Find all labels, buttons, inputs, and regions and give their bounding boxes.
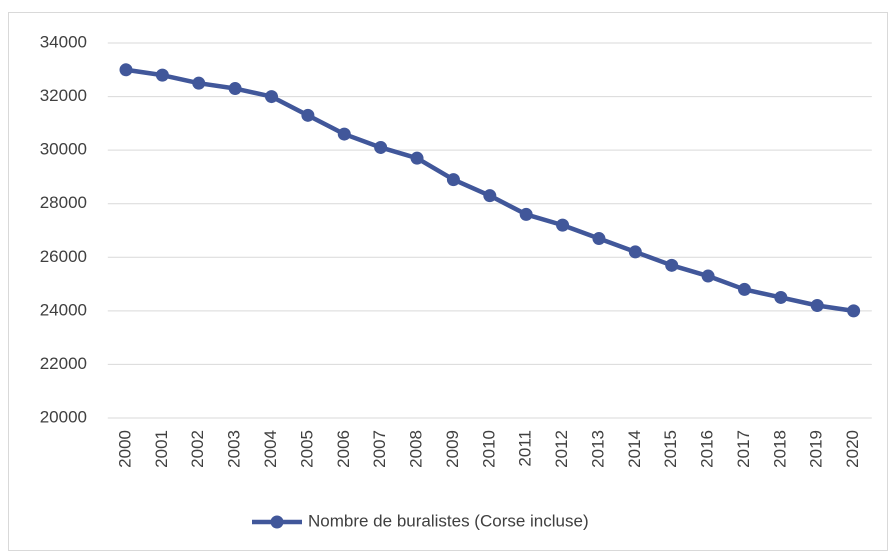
y-tick-label: 26000	[40, 247, 87, 266]
x-tick-label: 2009	[443, 430, 462, 468]
point	[410, 151, 424, 165]
legend-label: Nombre de buralistes (Corse incluse)	[308, 511, 589, 530]
point	[556, 218, 570, 232]
x-tick-label: 2000	[115, 430, 134, 468]
x-tick-label: 2019	[807, 430, 826, 468]
x-tick-label: 2012	[552, 430, 571, 468]
x-tick-label: 2003	[225, 430, 244, 468]
x-tick-label: 2013	[588, 430, 607, 468]
point	[374, 140, 388, 154]
y-tick-label: 28000	[40, 193, 87, 212]
x-tick-label: 2016	[698, 430, 717, 468]
point	[592, 232, 606, 246]
y-tick-label: 22000	[40, 354, 87, 373]
point	[774, 290, 788, 304]
y-tick-label: 32000	[40, 86, 87, 105]
x-tick-label: 2002	[188, 430, 207, 468]
y-tick-label: 30000	[40, 140, 87, 159]
point	[519, 207, 533, 221]
point	[810, 299, 824, 312]
chart-border	[8, 12, 888, 551]
x-tick-label: 2001	[152, 430, 171, 468]
x-tick-label: 2007	[370, 430, 389, 468]
y-tick-label: 24000	[40, 300, 87, 319]
point	[265, 90, 279, 104]
y-tick-label: 20000	[40, 407, 87, 426]
legend-marker	[270, 515, 284, 529]
x-tick-label: 2008	[407, 430, 426, 468]
point	[737, 282, 751, 296]
x-tick-label: 2014	[625, 430, 644, 468]
point	[119, 63, 133, 77]
x-tick-label: 2015	[661, 430, 680, 468]
x-tick-label: 2020	[843, 430, 862, 468]
point	[446, 173, 460, 187]
point	[155, 68, 169, 82]
x-tick-label: 2010	[479, 430, 498, 468]
point	[701, 269, 715, 283]
x-tick-label: 2011	[516, 430, 535, 467]
point	[665, 258, 679, 272]
x-tick-label: 2018	[770, 430, 789, 468]
x-tick-label: 2005	[297, 430, 316, 468]
x-tick-label: 2004	[261, 430, 280, 468]
point	[192, 76, 206, 90]
point	[847, 304, 861, 318]
point	[301, 108, 315, 122]
x-tick-label: 2017	[734, 430, 753, 468]
point	[628, 245, 642, 259]
point	[483, 189, 497, 203]
point	[337, 127, 351, 141]
y-tick-label: 34000	[40, 32, 87, 51]
x-tick-label: 2006	[334, 430, 353, 468]
point	[228, 82, 242, 96]
